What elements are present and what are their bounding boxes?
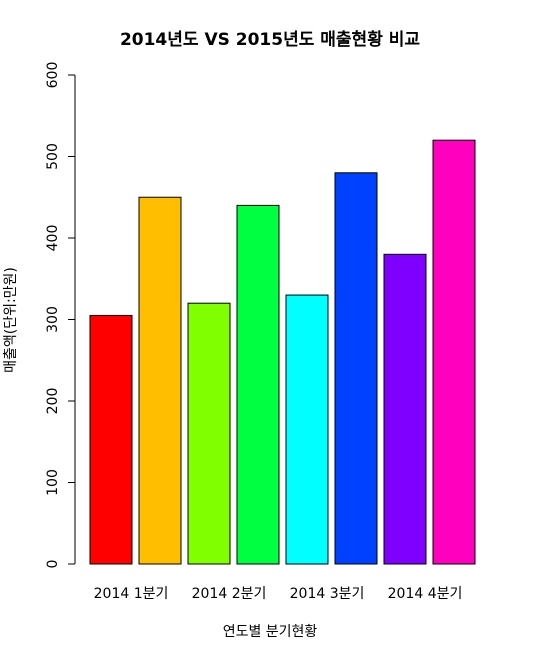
y-tick-label: 400 <box>45 225 61 252</box>
bar-8 <box>432 139 476 565</box>
y-axis-label: 매출액(단위:만원) <box>3 267 19 373</box>
y-tick-label: 0 <box>45 560 61 569</box>
y-axis: 0 100 200 300 400 500 600 <box>45 62 76 569</box>
x-axis-label: 연도별 분기현황 <box>223 624 318 640</box>
x-tick-label: 2014 3분기 <box>290 586 365 602</box>
y-tick-label: 300 <box>45 306 61 333</box>
y-tick-label: 500 <box>45 143 61 170</box>
bar-2 <box>138 196 182 565</box>
chart-title: 2014년도 VS 2015년도 매출현황 비교 <box>120 30 420 50</box>
bar-5 <box>285 294 329 565</box>
bar-3 <box>187 302 231 565</box>
y-tick-label: 600 <box>45 62 61 89</box>
x-tick-label: 2014 1분기 <box>94 586 169 602</box>
bar-1 <box>89 314 133 565</box>
bar-4 <box>236 204 280 565</box>
bars-group <box>89 139 476 565</box>
bar-6 <box>334 172 378 565</box>
x-tick-labels: 2014 1분기 2014 2분기 2014 3분기 2014 4분기 <box>94 586 463 602</box>
x-tick-label: 2014 4분기 <box>388 586 463 602</box>
y-tick-label: 200 <box>45 388 61 415</box>
y-tick-label: 100 <box>45 469 61 496</box>
bar-7 <box>383 253 427 565</box>
x-tick-label: 2014 2분기 <box>192 586 267 602</box>
